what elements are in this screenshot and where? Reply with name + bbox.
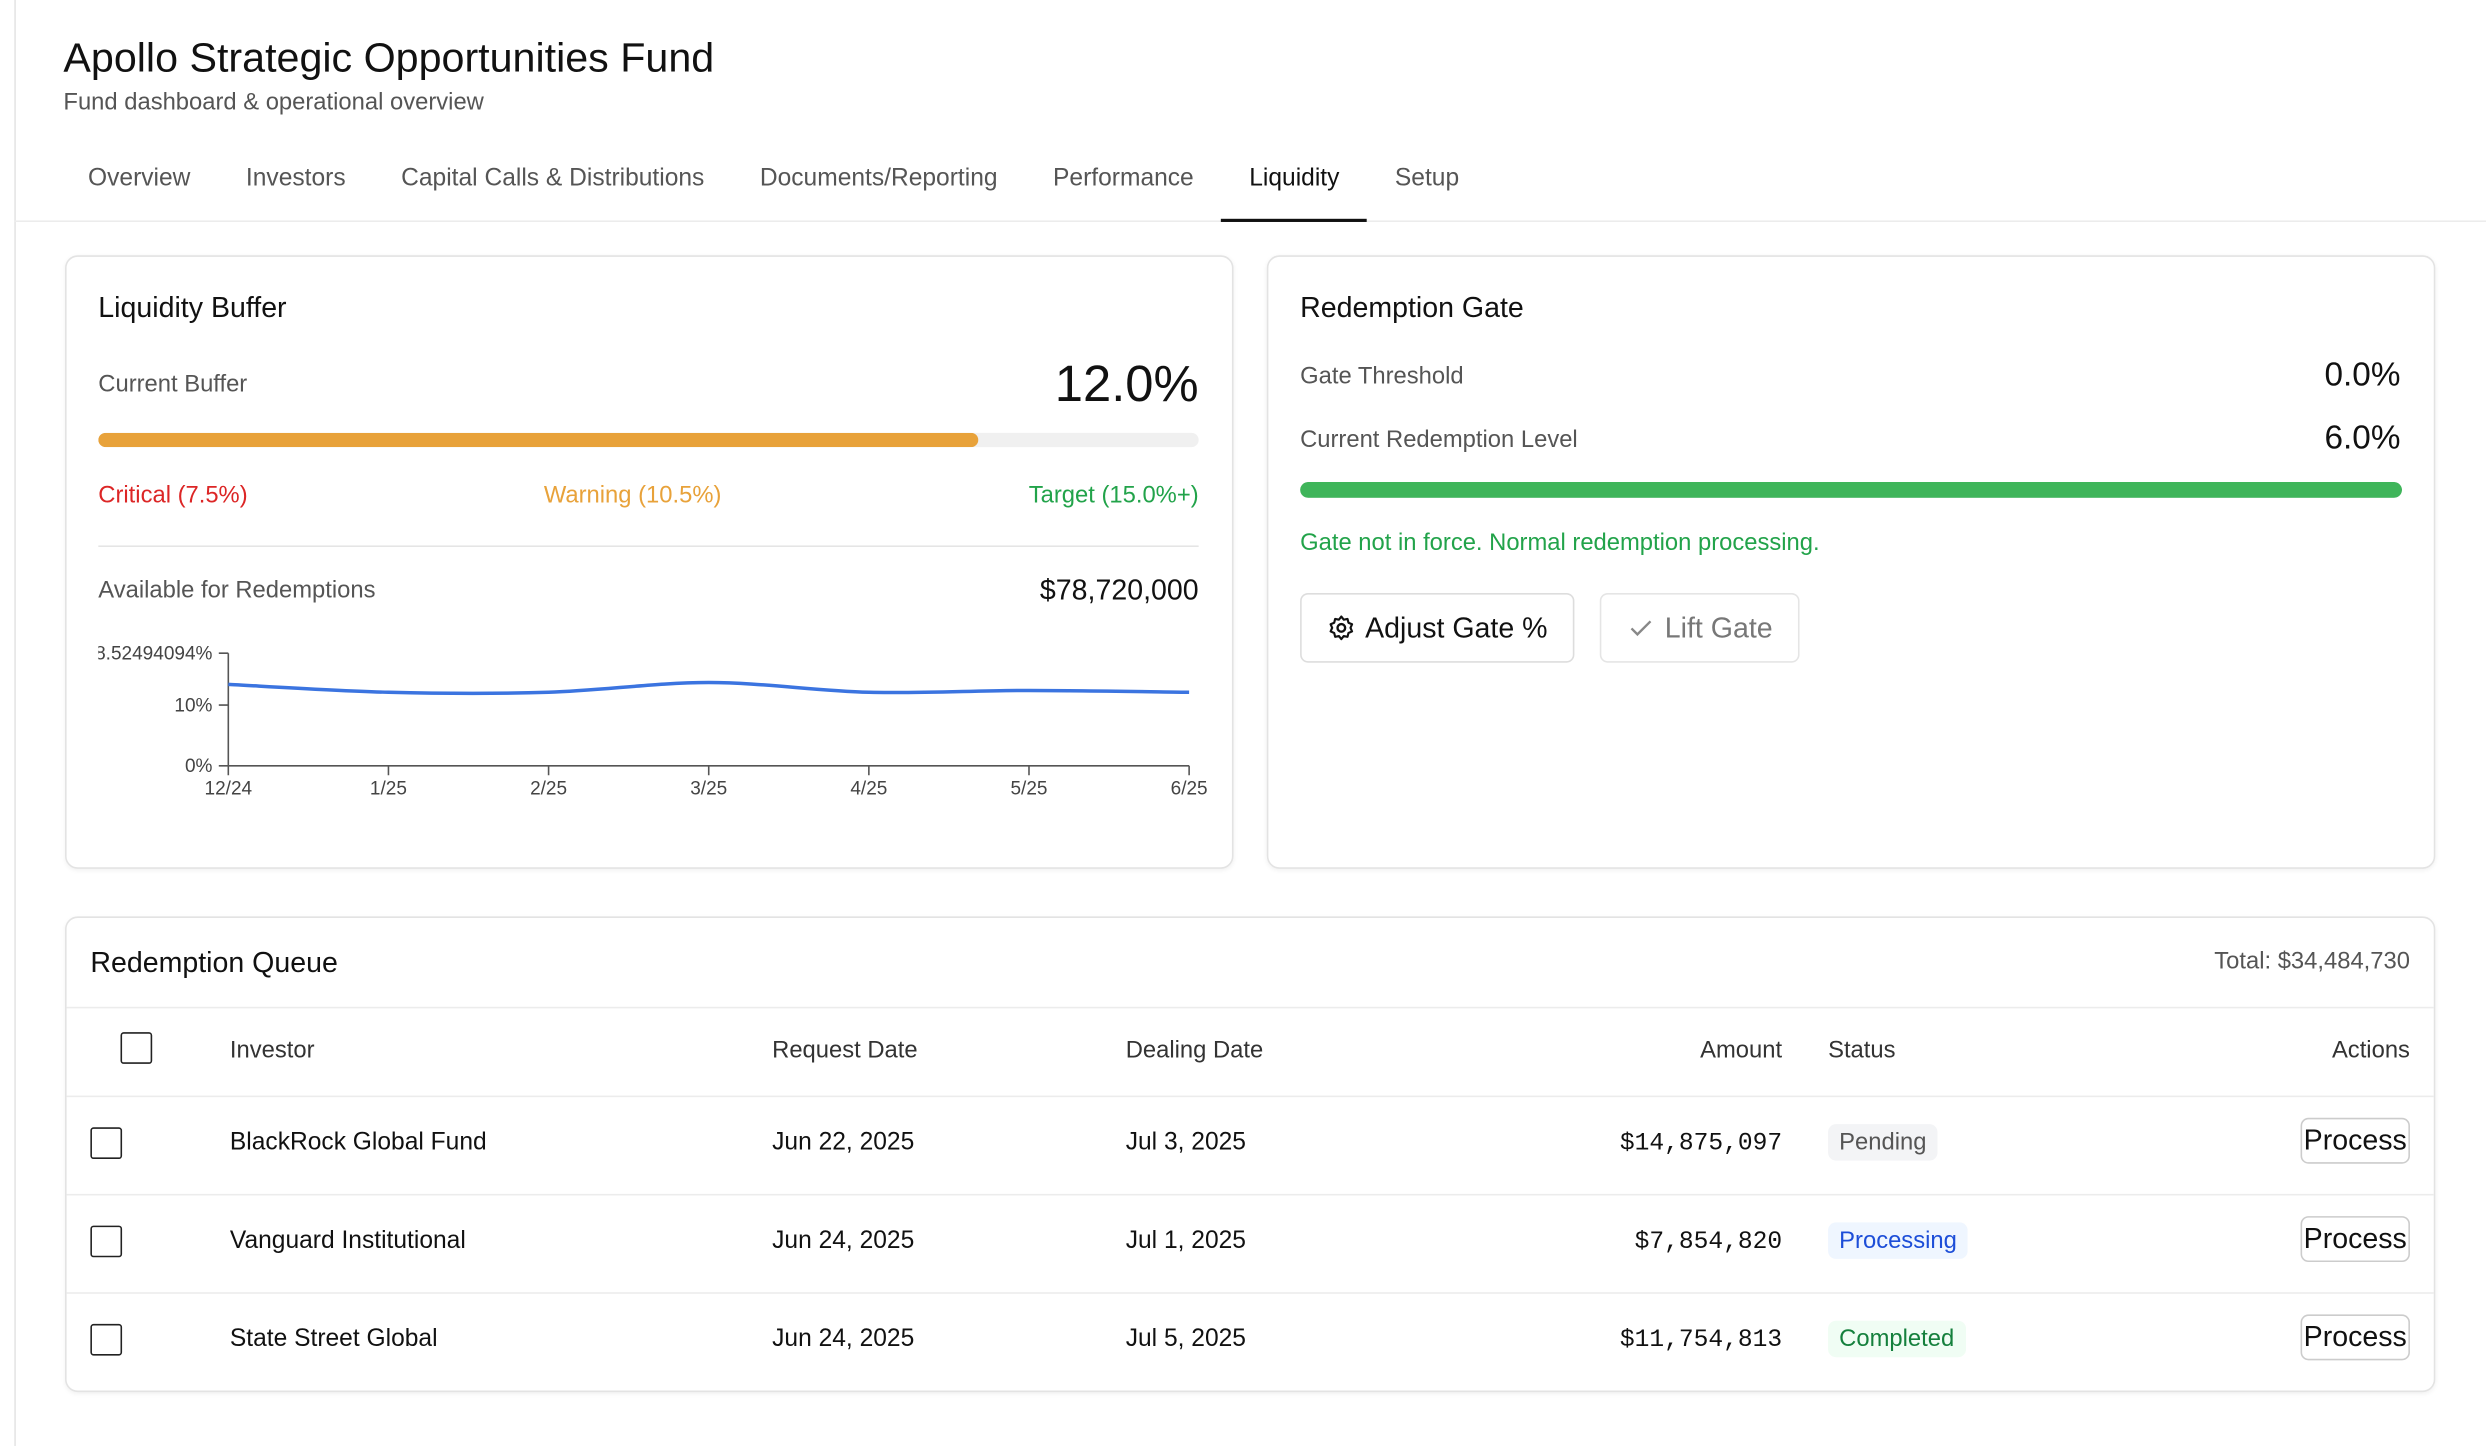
divider — [66, 1006, 2434, 1009]
column-header: Investor — [229, 1036, 315, 1064]
tab[interactable]: Setup — [1394, 164, 1460, 192]
label: Available for Redemptions — [98, 577, 376, 605]
column-header: Dealing Date — [1125, 1036, 1264, 1064]
tab[interactable]: Overview — [87, 164, 191, 192]
cell: Jun 22, 2025 — [772, 1128, 915, 1156]
cell: Jun 24, 2025 — [772, 1227, 915, 1255]
process-button[interactable]: Process — [2300, 1314, 2410, 1361]
y-tick-label: 18.52494094% — [98, 644, 212, 665]
card-title: Liquidity Buffer — [98, 291, 287, 324]
status-badge: Processing — [1828, 1222, 1968, 1259]
gate-bar — [1300, 481, 2403, 498]
page-subtitle: Fund dashboard & operational overview — [63, 88, 484, 116]
tab[interactable]: Investors — [245, 164, 346, 192]
tab[interactable]: Liquidity — [1221, 165, 1368, 222]
status-badge: Completed — [1828, 1320, 1966, 1358]
amount-cell: $7,854,820 — [1634, 1227, 1783, 1256]
row-divider — [66, 1193, 2434, 1196]
row-checkbox — [90, 1323, 123, 1356]
cell: State Street Global — [229, 1325, 438, 1353]
column-header: Amount — [1700, 1036, 1783, 1064]
column-header: Actions — [2331, 1036, 2410, 1064]
process-button[interactable]: Process — [2300, 1216, 2410, 1263]
tab-bar: Overview Investors Capital Calls & Distrib… — [60, 165, 1487, 222]
card-title: Redemption Gate — [1300, 291, 1524, 324]
threshold-label: Critical (7.5%) — [98, 481, 248, 509]
amount-cell: $11,754,813 — [1619, 1325, 1783, 1355]
gate-status: Gate not in force. Normal redemption pro… — [1300, 529, 1820, 557]
status-badge: Pending — [1828, 1124, 1938, 1161]
label: Gate Threshold — [1300, 363, 1464, 391]
gate-fill — [1300, 481, 2403, 498]
row-checkbox — [90, 1225, 123, 1258]
page-title: Apollo Strategic Opportunities Fund — [63, 33, 715, 81]
amount-cell: $14,875,097 — [1619, 1128, 1783, 1158]
row-checkbox — [90, 1127, 123, 1160]
threshold-label: Target (15.0%+) — [1028, 481, 1199, 509]
threshold-label: Warning (10.5%) — [543, 481, 722, 509]
tab[interactable]: Documents/Reporting — [759, 164, 998, 192]
cell: Jun 24, 2025 — [772, 1325, 915, 1353]
queue-total: Total: $34,484,730 — [2214, 948, 2410, 976]
tab[interactable]: Capital Calls & Distributions — [401, 164, 705, 192]
x-tick-label: 12/24 — [205, 778, 253, 799]
buffer-value: 12.0% — [1054, 355, 1199, 413]
y-tick-label: 10% — [174, 695, 212, 716]
buffer-fill — [98, 432, 979, 448]
queue-card: Redemption Queue Total: $34,484,730 Inve… — [65, 916, 2436, 1393]
select-all-checkbox — [120, 1032, 153, 1064]
cell: Jul 3, 2025 — [1125, 1128, 1246, 1156]
cell: Vanguard Institutional — [229, 1227, 466, 1255]
x-tick-label: 1/25 — [370, 778, 407, 799]
x-tick-label: 6/25 — [1171, 778, 1208, 799]
gate-card: Redemption Gate Gate Threshold 0.0% Curr… — [1266, 255, 2436, 869]
liquidity-card: Liquidity Buffer Current Buffer 12.0% Cr… — [65, 255, 1234, 869]
gear-icon — [1329, 615, 1354, 641]
x-tick-label: 2/25 — [530, 778, 567, 799]
check-icon — [1630, 620, 1652, 637]
x-tick-label: 5/25 — [1010, 778, 1047, 799]
x-tick-label: 4/25 — [850, 778, 887, 799]
card-title: Redemption Queue — [90, 946, 338, 979]
button-label: Lift Gate — [1664, 611, 1773, 643]
divider — [98, 545, 1199, 547]
column-header: Status — [1828, 1036, 1896, 1064]
button-label: Adjust Gate % — [1365, 611, 1548, 643]
side-border — [14, 0, 16, 1446]
buffer-line — [228, 680, 1190, 696]
buffer-chart: 0% 10% 18.52494094% 12/24 1/25 2/25 3/25 4/25 5/… — [98, 644, 1208, 800]
row-divider — [66, 1292, 2434, 1294]
available-value: $78,720,000 — [1039, 573, 1199, 606]
cell: Jul 1, 2025 — [1125, 1227, 1246, 1255]
label: Current Redemption Level — [1300, 426, 1578, 454]
process-button[interactable]: Process — [2300, 1117, 2410, 1164]
tab[interactable]: Performance — [1053, 164, 1194, 192]
buffer-bar — [98, 432, 1199, 448]
column-header: Request Date — [772, 1036, 918, 1064]
adjust-gate-button[interactable]: Adjust Gate % — [1300, 592, 1575, 663]
threshold-value: 0.0% — [2324, 356, 2401, 394]
cell: BlackRock Global Fund — [229, 1128, 487, 1156]
level-value: 6.0% — [2324, 420, 2401, 457]
cell: Jul 5, 2025 — [1125, 1325, 1246, 1353]
row-divider — [66, 1095, 2434, 1098]
lift-gate-button[interactable]: Lift Gate — [1599, 592, 1800, 663]
y-tick-label: 0% — [185, 756, 213, 777]
label: Current Buffer — [98, 371, 248, 398]
x-tick-label: 3/25 — [690, 778, 727, 799]
